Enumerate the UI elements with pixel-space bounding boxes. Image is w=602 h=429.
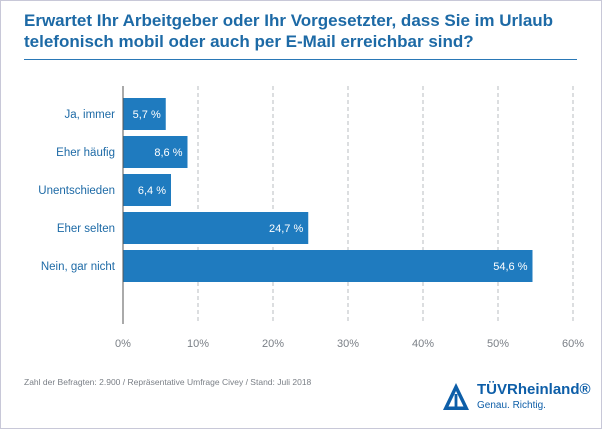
- logo-tagline: Genau. Richtig.: [477, 400, 546, 411]
- source-note: Zahl der Befragten: 2.900 / Repräsentati…: [24, 377, 312, 387]
- value-label-0: 5,7 %: [133, 109, 161, 121]
- bar-chart: 5,7 % Ja, immer 8,6 % Eher häufig 6,4 % Unent…: [38, 86, 584, 350]
- bar-2: [123, 174, 171, 206]
- category-label-0: Ja, immer: [65, 109, 116, 121]
- x-tick-label-2: 20%: [262, 338, 284, 350]
- title-divider: [24, 59, 577, 60]
- bar-1: [123, 136, 188, 168]
- bar-3: [123, 212, 309, 244]
- category-label-2: Unentschieden: [38, 185, 115, 197]
- category-label-1: Eher häufig: [56, 147, 115, 159]
- tuv-rheinland-logo: TÜVRheinland® Genau. Richtig.: [442, 379, 592, 415]
- x-tick-label-6: 60%: [562, 338, 584, 350]
- bar-4: [123, 250, 533, 282]
- category-label-3: Eher selten: [57, 223, 115, 235]
- tuv-triangle-icon: [443, 383, 469, 410]
- logo-name: TÜVRheinland®: [477, 381, 591, 398]
- value-label-4: 54,6 %: [493, 261, 527, 273]
- x-tick-label-1: 10%: [187, 338, 209, 350]
- x-tick-label-3: 30%: [337, 338, 359, 350]
- chart-title: Erwartet Ihr Arbeitgeber oder Ihr Vorges…: [24, 11, 554, 51]
- x-tick-label-5: 50%: [487, 338, 509, 350]
- value-label-2: 6,4 %: [138, 185, 166, 197]
- x-tick-label-0: 0%: [115, 338, 131, 350]
- bar-0: [123, 98, 166, 130]
- x-tick-label-4: 40%: [412, 338, 434, 350]
- value-label-1: 8,6 %: [154, 147, 182, 159]
- value-label-3: 24,7 %: [269, 223, 303, 235]
- category-label-4: Nein, gar nicht: [41, 261, 116, 273]
